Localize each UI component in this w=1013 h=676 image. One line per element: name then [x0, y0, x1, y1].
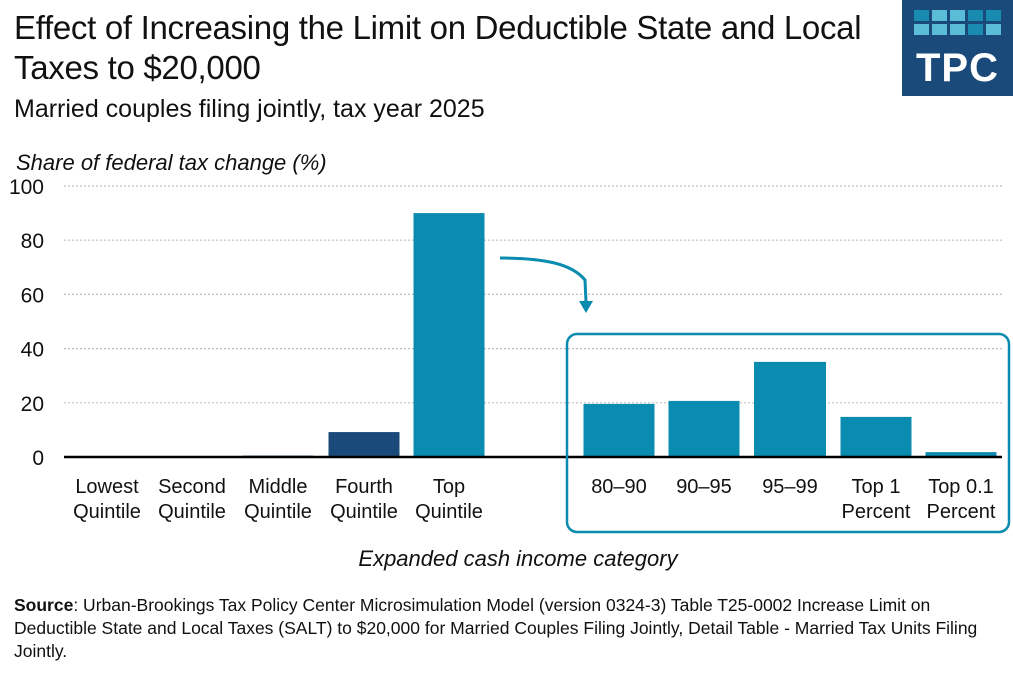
- source-text: : Urban-Brookings Tax Policy Center Micr…: [14, 595, 978, 661]
- x-tick-label: Second: [158, 476, 226, 498]
- logo-tile: [914, 24, 929, 35]
- chart-subtitle: Married couples filing jointly, tax year…: [14, 95, 485, 123]
- logo-tile: [932, 10, 947, 21]
- x-tick-label: 80–90: [591, 476, 647, 498]
- x-tick-label: Middle: [249, 476, 308, 498]
- y-tick-label: 0: [32, 447, 44, 470]
- x-tick-label: Top: [433, 476, 465, 498]
- y-tick-label: 80: [21, 230, 44, 253]
- x-axis-label: Expanded cash income category: [358, 546, 679, 571]
- x-tick-label: 95–99: [762, 476, 818, 498]
- x-tick-label: Top 0.1: [928, 476, 994, 498]
- x-tick-label: Quintile: [330, 501, 398, 523]
- logo-tile: [968, 24, 983, 35]
- logo-tile: [968, 10, 983, 21]
- bar: [413, 213, 485, 457]
- x-tick-label: Quintile: [415, 501, 483, 523]
- logo-tile: [986, 24, 1001, 35]
- bar: [754, 361, 826, 457]
- source-label: Source: [14, 595, 74, 615]
- x-tick-label: Percent: [927, 501, 996, 523]
- chart-title: Effect of Increasing the Limit on Deduct…: [14, 9, 862, 86]
- logo-tile: [986, 10, 1001, 21]
- y-tick-label: 100: [9, 176, 44, 199]
- top-quintile-breakdown-box: [565, 332, 1011, 534]
- tpc-logo: TPC: [902, 0, 1013, 96]
- y-axis-label: Share of federal tax change (%): [16, 150, 327, 175]
- logo-tile: [932, 24, 947, 35]
- x-tick-label: Fourth: [335, 476, 393, 498]
- x-tick-label: Quintile: [158, 501, 226, 523]
- x-tick-label: Top 1: [852, 476, 901, 498]
- x-tick-label: 90–95: [676, 476, 732, 498]
- logo-tile: [950, 24, 965, 35]
- x-tick-label: Percent: [842, 501, 911, 523]
- source-note: Source: Urban-Brookings Tax Policy Cente…: [14, 594, 1004, 663]
- x-tick-label: Quintile: [73, 501, 141, 523]
- bar: [840, 416, 912, 457]
- x-tick-label: Quintile: [244, 501, 312, 523]
- logo-text: TPC: [916, 46, 999, 90]
- logo-tile: [914, 10, 929, 21]
- y-tick-label: 60: [21, 284, 44, 307]
- y-tick-label: 40: [21, 339, 44, 362]
- logo-tile: [950, 10, 965, 21]
- logo-tiles: [914, 10, 1001, 35]
- bar: [328, 432, 400, 457]
- callout-arrowhead: [579, 301, 593, 313]
- callout-arrow: [499, 256, 588, 303]
- x-tick-label: Lowest: [75, 476, 139, 498]
- bar: [668, 400, 740, 457]
- bar: [583, 403, 655, 457]
- y-tick-label: 20: [21, 393, 44, 416]
- bar: [925, 452, 997, 457]
